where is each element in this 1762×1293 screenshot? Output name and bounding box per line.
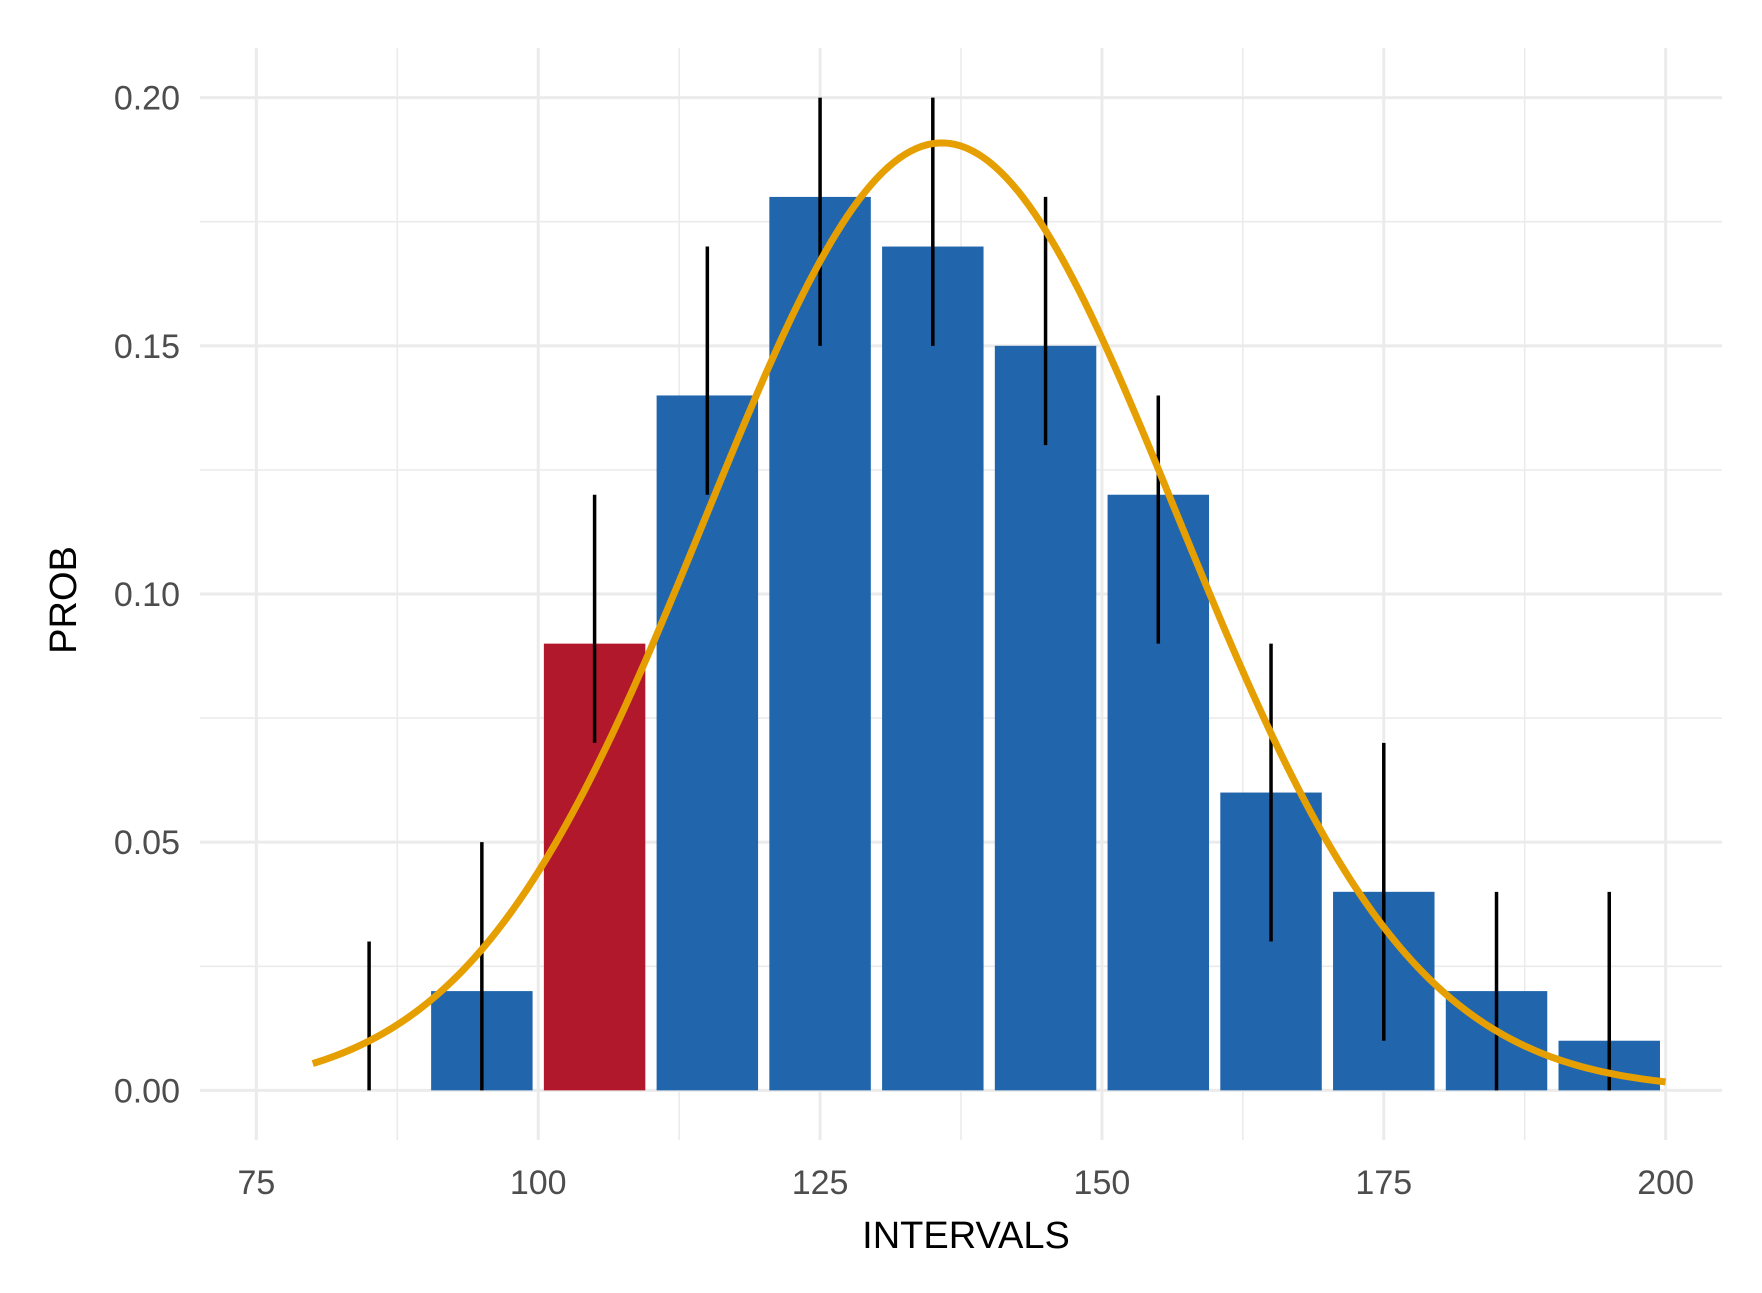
x-tick-label: 150	[1074, 1164, 1131, 1202]
y-tick-label: 0.05	[114, 824, 180, 862]
x-axis-title: INTERVALS	[862, 1215, 1070, 1257]
normal-curve	[311, 139, 1667, 1086]
y-tick-label: 0.10	[114, 576, 180, 614]
x-tick-label: 75	[237, 1164, 275, 1202]
y-axis-title: PROB	[43, 546, 85, 654]
x-tick-label: 200	[1637, 1164, 1694, 1202]
y-tick-label: 0.20	[114, 80, 180, 118]
y-tick-label: 0.00	[114, 1072, 180, 1110]
x-tick-label: 100	[510, 1164, 567, 1202]
error-bars-group	[367, 97, 1612, 1091]
x-tick-label: 125	[792, 1164, 849, 1202]
x-tick-label: 175	[1355, 1164, 1412, 1202]
y-tick-label: 0.15	[114, 328, 180, 366]
bar	[882, 246, 984, 1091]
bar	[656, 395, 759, 1091]
x-tick-labels: 75 100 125 150 175 200	[237, 1164, 1694, 1202]
y-tick-labels: 0.00 0.05 0.10 0.15 0.20	[114, 80, 180, 1111]
bar	[994, 345, 1097, 1091]
